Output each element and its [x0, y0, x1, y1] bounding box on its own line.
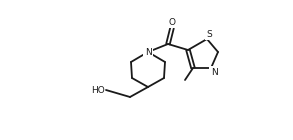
- Text: HO: HO: [91, 86, 105, 94]
- Text: N: N: [145, 47, 151, 57]
- Text: N: N: [211, 67, 217, 76]
- Text: S: S: [206, 30, 212, 38]
- Text: O: O: [168, 18, 176, 26]
